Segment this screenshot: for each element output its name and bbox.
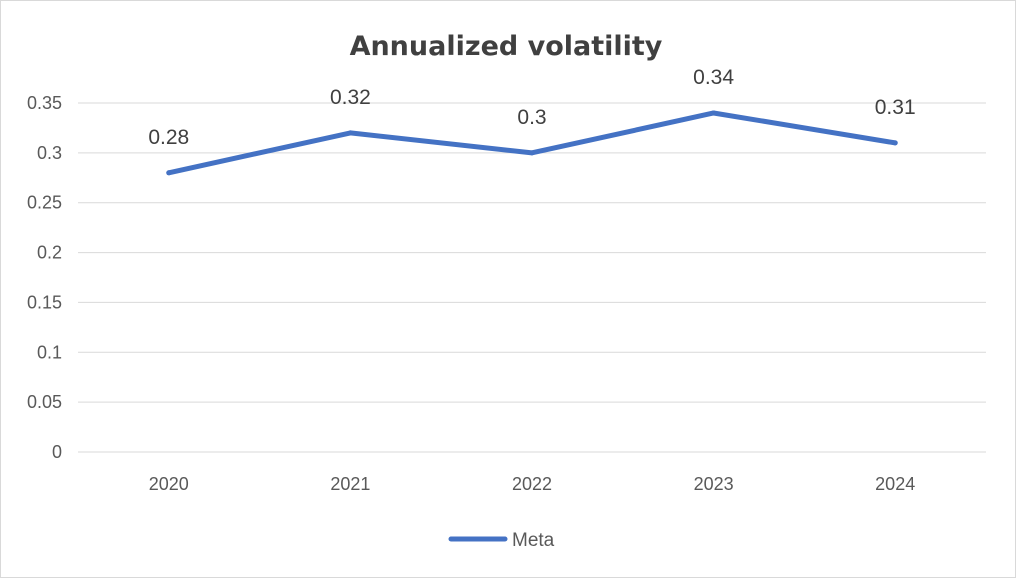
y-tick-label: 0.25: [27, 193, 62, 213]
data-label: 0.34: [693, 66, 734, 89]
series-lines: [166, 110, 898, 176]
y-tick-label: 0.2: [37, 243, 62, 263]
data-point: [166, 170, 172, 176]
data-point: [347, 130, 353, 136]
x-tick-label: 2022: [512, 474, 552, 494]
x-tick-label: 2024: [875, 474, 915, 494]
data-point: [711, 110, 717, 116]
legend: Meta: [448, 530, 555, 551]
data-label: 0.32: [330, 86, 371, 109]
y-tick-label: 0.3: [37, 143, 62, 163]
gridlines: [78, 102, 986, 453]
y-tick-label: 0: [52, 442, 62, 462]
data-label: 0.31: [875, 96, 916, 119]
x-tick-label: 2020: [149, 474, 189, 494]
y-tick-label: 0.05: [27, 392, 62, 412]
data-labels: 0.28 0.32 0.3 0.34 0.31: [148, 66, 915, 149]
data-point: [529, 150, 535, 156]
x-tick-label: 2021: [330, 474, 370, 494]
y-axis-labels: 0 0.05 0.1 0.15 0.2 0.25 0.3 0.35: [27, 93, 62, 462]
data-label: 0.3: [517, 106, 546, 129]
legend-label-meta: Meta: [512, 530, 555, 551]
y-tick-label: 0.35: [27, 93, 62, 113]
chart-title: Annualized volatility: [350, 31, 663, 62]
data-label: 0.28: [148, 126, 189, 149]
y-tick-label: 0.1: [37, 342, 62, 362]
y-tick-label: 0.15: [27, 292, 62, 312]
x-tick-label: 2023: [694, 474, 734, 494]
x-axis-labels: 2020 2021 2022 2023 2024: [149, 474, 915, 494]
data-point: [892, 140, 898, 146]
